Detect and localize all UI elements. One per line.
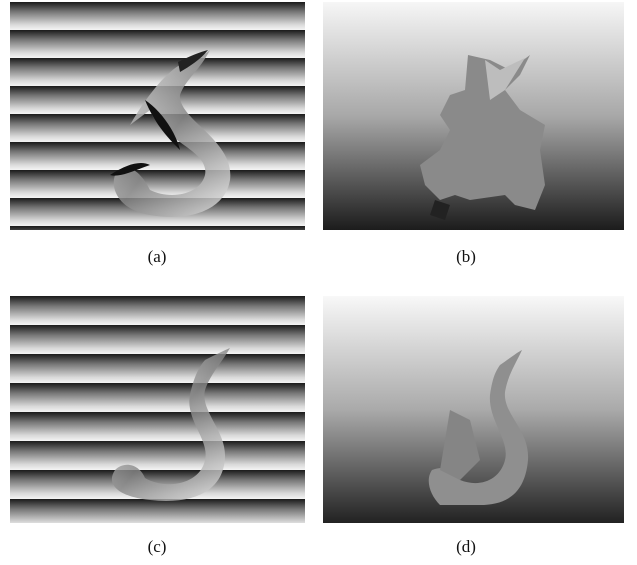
swan-depth: [428, 350, 529, 505]
panel-d: (d): [323, 296, 624, 556]
swan-depth: [420, 55, 545, 210]
shadow: [178, 50, 208, 72]
caption: (b): [456, 247, 476, 266]
caption: (d): [456, 537, 476, 556]
panel-c: (c): [10, 296, 305, 556]
shadow: [110, 163, 150, 176]
caption: (c): [148, 537, 167, 556]
panel-a: (a): [10, 2, 305, 266]
panel-b: (b): [323, 2, 624, 266]
shadow: [145, 100, 180, 150]
swan-depth: [485, 58, 525, 100]
swan-depth: [440, 410, 480, 480]
caption: (a): [148, 247, 167, 266]
swan: [111, 348, 230, 501]
swan-depth: [430, 200, 450, 220]
